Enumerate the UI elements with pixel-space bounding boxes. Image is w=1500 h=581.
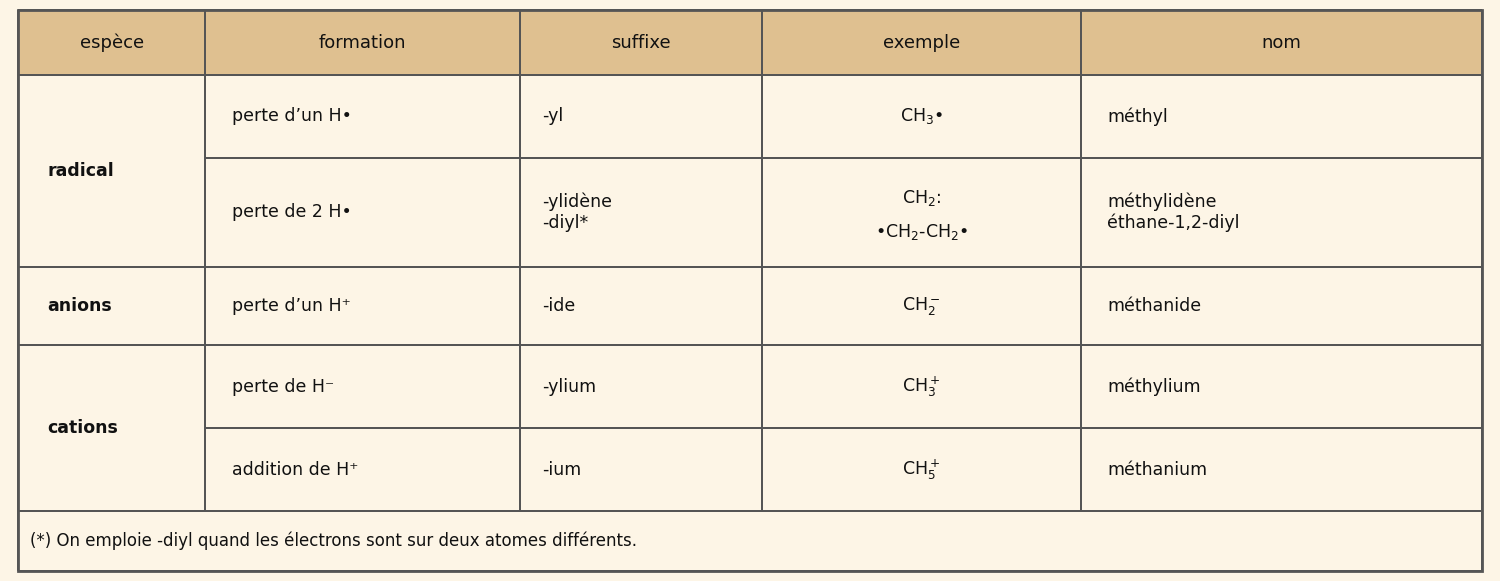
Text: nom: nom <box>1262 34 1302 52</box>
Bar <box>206 267 520 345</box>
Bar <box>520 428 762 511</box>
Text: $\mathregular{CH_5^+}$: $\mathregular{CH_5^+}$ <box>902 458 940 482</box>
Text: anions: anions <box>48 297 112 315</box>
Bar <box>1082 345 1482 428</box>
Bar <box>520 10 762 75</box>
Text: espèce: espèce <box>80 34 144 52</box>
Bar <box>1082 75 1482 158</box>
Bar <box>18 511 1482 571</box>
Text: méthylium: méthylium <box>1107 378 1202 396</box>
Text: (*) On emploie -diyl quand les électrons sont sur deux atomes différents.: (*) On emploie -diyl quand les électrons… <box>30 532 636 550</box>
Text: exemple: exemple <box>882 34 960 52</box>
Text: $\mathregular{CH_2}$:: $\mathregular{CH_2}$: <box>902 188 940 208</box>
Text: -ylidène
-diyl*: -ylidène -diyl* <box>542 193 612 232</box>
Text: $\mathregular{CH_3^+}$: $\mathregular{CH_3^+}$ <box>902 375 940 399</box>
Text: cations: cations <box>48 419 118 437</box>
Bar <box>520 158 762 267</box>
Bar <box>206 428 520 511</box>
Bar <box>762 75 1082 158</box>
Text: suffixe: suffixe <box>610 34 670 52</box>
Bar <box>762 75 1082 158</box>
Text: perte d’un H⁺: perte d’un H⁺ <box>231 297 351 315</box>
Bar <box>18 345 206 511</box>
Bar <box>762 158 1082 267</box>
Text: formation: formation <box>320 34 407 52</box>
Bar <box>18 267 206 345</box>
Bar <box>762 428 1082 511</box>
Bar <box>1082 10 1482 75</box>
Text: $\mathregular{CH_3}$•: $\mathregular{CH_3}$• <box>900 106 944 126</box>
Text: -ylium: -ylium <box>542 378 596 396</box>
Bar <box>762 267 1082 345</box>
Text: perte de H⁻: perte de H⁻ <box>231 378 334 396</box>
Text: -ide: -ide <box>542 297 576 315</box>
Bar <box>762 267 1082 345</box>
Bar <box>520 345 762 428</box>
Bar <box>1082 267 1482 345</box>
Text: -ium: -ium <box>542 461 582 479</box>
Text: perte de 2 H•: perte de 2 H• <box>231 203 351 221</box>
Text: méthylidène
éthane-1,2-diyl: méthylidène éthane-1,2-diyl <box>1107 192 1239 232</box>
Bar <box>762 10 1082 75</box>
Bar <box>762 158 1082 267</box>
Text: $\mathregular{CH_2^-}$: $\mathregular{CH_2^-}$ <box>902 295 940 317</box>
Text: méthyl: méthyl <box>1107 107 1168 125</box>
Bar <box>1082 158 1482 267</box>
Bar <box>762 428 1082 511</box>
Bar <box>520 267 762 345</box>
Text: radical: radical <box>48 162 114 180</box>
Bar <box>762 345 1082 428</box>
Bar <box>206 10 520 75</box>
Bar <box>1082 428 1482 511</box>
Bar <box>762 345 1082 428</box>
Text: méthanium: méthanium <box>1107 461 1208 479</box>
Bar <box>206 158 520 267</box>
Text: méthanide: méthanide <box>1107 297 1202 315</box>
Text: •$\mathregular{CH_2}$-$\mathregular{CH_2}$•: •$\mathregular{CH_2}$-$\mathregular{CH_2… <box>874 222 968 242</box>
Text: addition de H⁺: addition de H⁺ <box>231 461 358 479</box>
Bar <box>206 345 520 428</box>
Bar <box>206 75 520 158</box>
Bar <box>18 75 206 267</box>
Text: -yl: -yl <box>542 107 564 125</box>
Bar <box>18 10 206 75</box>
Text: perte d’un H•: perte d’un H• <box>231 107 351 125</box>
Bar <box>520 75 762 158</box>
